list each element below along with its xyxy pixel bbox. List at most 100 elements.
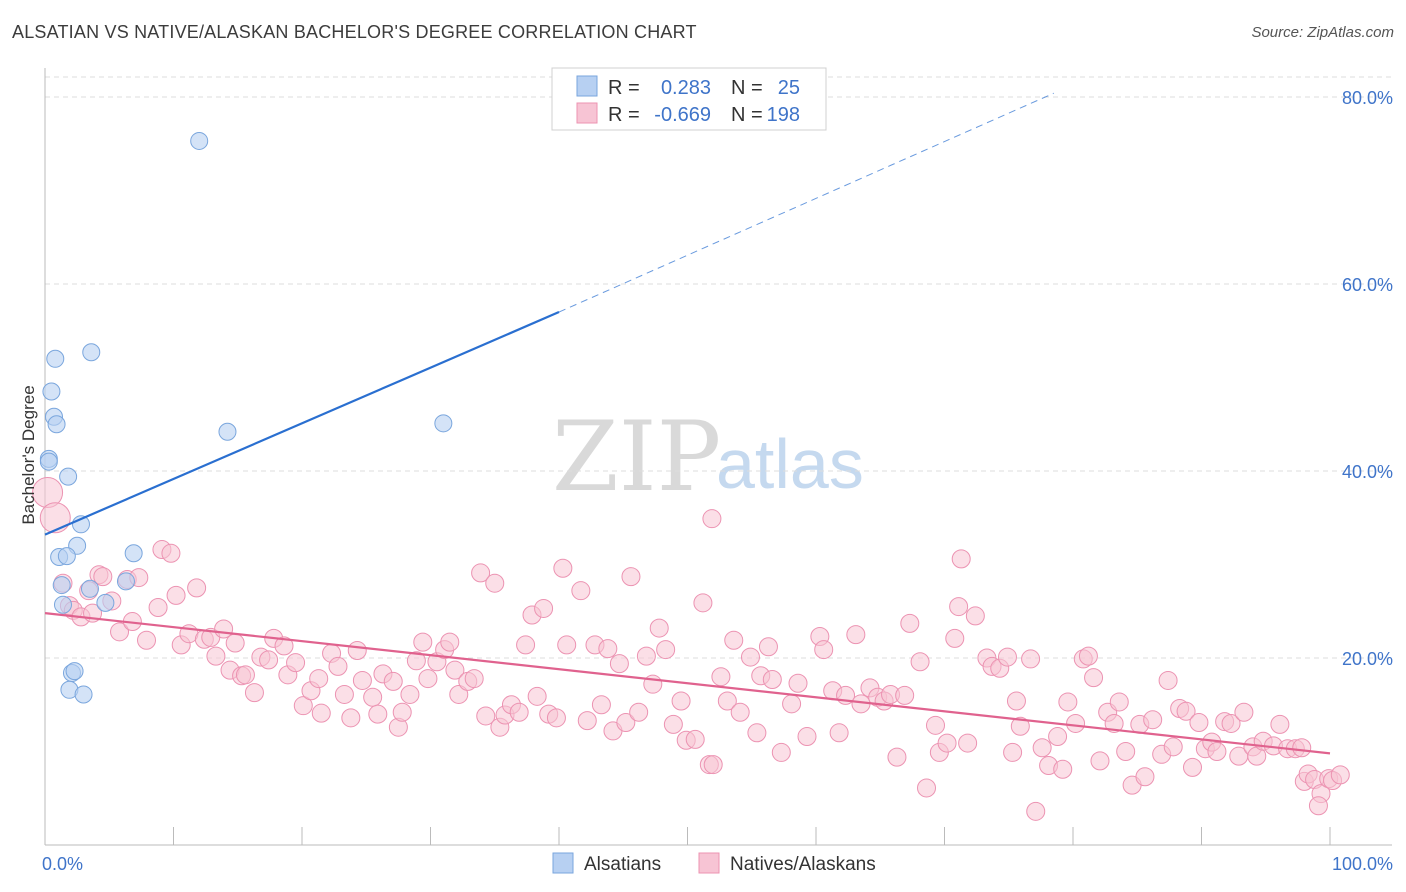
native-point: [1026, 801, 1046, 821]
native-point: [788, 673, 808, 693]
native-point: [591, 695, 611, 715]
native-point: [1006, 691, 1026, 711]
alsatian-point: [65, 662, 84, 681]
native-point: [449, 684, 469, 704]
native-point: [161, 543, 181, 563]
native-point: [440, 632, 460, 652]
alsatian-point: [124, 544, 143, 563]
native-point: [309, 669, 329, 689]
native-point: [1078, 646, 1098, 666]
native-point: [1053, 759, 1073, 779]
legend: R = 0.283 N = 25 R = -0.669 N = 198: [551, 67, 827, 131]
native-point: [724, 630, 744, 650]
native-point: [476, 706, 496, 726]
native-point: [671, 691, 691, 711]
native-point: [557, 635, 577, 655]
alsatian-point: [42, 382, 61, 401]
native-point: [771, 742, 791, 762]
bottom-legend-label-natives: Natives/Alaskans: [730, 854, 876, 875]
y-tick-label: 60.0%: [1342, 275, 1393, 295]
alsatian-point: [57, 547, 76, 566]
native-point: [110, 622, 130, 642]
native-point: [516, 635, 536, 655]
native-point: [363, 687, 383, 707]
native-point: [758, 637, 778, 657]
y-tick-label: 80.0%: [1342, 88, 1393, 108]
native-point: [1163, 737, 1183, 757]
alsatian-point: [53, 595, 72, 614]
native-point: [730, 702, 750, 722]
native-point: [352, 670, 372, 690]
native-point: [341, 708, 361, 728]
native-trend-line: [44, 612, 1331, 755]
native-point: [616, 713, 636, 733]
chart-source: Source: ZipAtlas.com: [1251, 24, 1394, 41]
native-point: [797, 727, 817, 747]
native-point: [621, 567, 641, 587]
bottom-legend-label-alsatians: Alsatians: [584, 854, 661, 875]
native-point: [1135, 767, 1155, 787]
alsatian-point: [80, 579, 99, 598]
native-point: [347, 641, 367, 661]
native-point: [1104, 713, 1124, 733]
native-point: [471, 563, 491, 583]
native-point: [685, 729, 705, 749]
chart-title: ALSATIAN VS NATIVE/ALASKAN BACHELOR'S DE…: [12, 22, 697, 42]
native-point: [1176, 701, 1196, 721]
tick-labels: 20.0% 40.0% 60.0% 80.0% 0.0% 100.0%: [42, 88, 1393, 874]
native-point: [997, 647, 1017, 667]
native-point: [334, 684, 354, 704]
grid: [45, 76, 1392, 659]
native-point: [937, 733, 957, 753]
native-point: [910, 652, 930, 672]
legend-r-value-2: -0.669: [654, 104, 711, 126]
native-point: [703, 755, 723, 775]
native-point: [137, 630, 157, 650]
native-point: [259, 650, 279, 670]
alsatian-point: [218, 422, 237, 441]
legend-r-label-1: R =: [608, 77, 640, 99]
legend-r-value-1: 0.283: [661, 77, 711, 99]
native-point: [814, 640, 834, 660]
native-point: [368, 704, 388, 724]
alsatian-point: [82, 343, 101, 362]
native-point: [1292, 738, 1312, 758]
native-point: [1116, 742, 1136, 761]
alsatian-points: [39, 131, 453, 704]
native-point: [958, 733, 978, 753]
alsatian-point: [116, 572, 135, 591]
native-point: [166, 585, 186, 605]
native-point: [244, 683, 264, 703]
native-point: [577, 711, 597, 731]
native-point: [328, 656, 348, 676]
native-point: [598, 639, 618, 659]
bottom-legend-swatch-natives: [698, 852, 720, 874]
native-point: [546, 708, 566, 728]
native-point: [711, 667, 731, 687]
x-tick-label: 0.0%: [42, 854, 83, 874]
native-point: [274, 636, 294, 656]
legend-r-label-2: R =: [608, 104, 640, 126]
native-point: [1084, 668, 1104, 688]
native-point: [762, 670, 782, 690]
native-point: [1048, 727, 1068, 747]
native-point: [553, 558, 573, 578]
native-point: [693, 593, 713, 613]
native-point: [148, 598, 168, 618]
alsatian-point: [74, 685, 93, 704]
native-point: [464, 669, 484, 689]
y-tick-label: 20.0%: [1342, 649, 1393, 669]
alsatian-point: [47, 415, 66, 434]
native-point: [1189, 713, 1209, 733]
native-point: [1270, 714, 1290, 734]
native-point: [609, 654, 629, 674]
native-point: [93, 567, 113, 587]
native-point: [917, 778, 937, 798]
native-point: [445, 660, 465, 680]
alsatian-point: [59, 467, 78, 486]
y-axis-label: Bachelor's Degree: [19, 385, 38, 524]
watermark-atlas: atlas: [716, 425, 864, 503]
native-point: [900, 613, 920, 633]
native-point: [225, 633, 245, 653]
